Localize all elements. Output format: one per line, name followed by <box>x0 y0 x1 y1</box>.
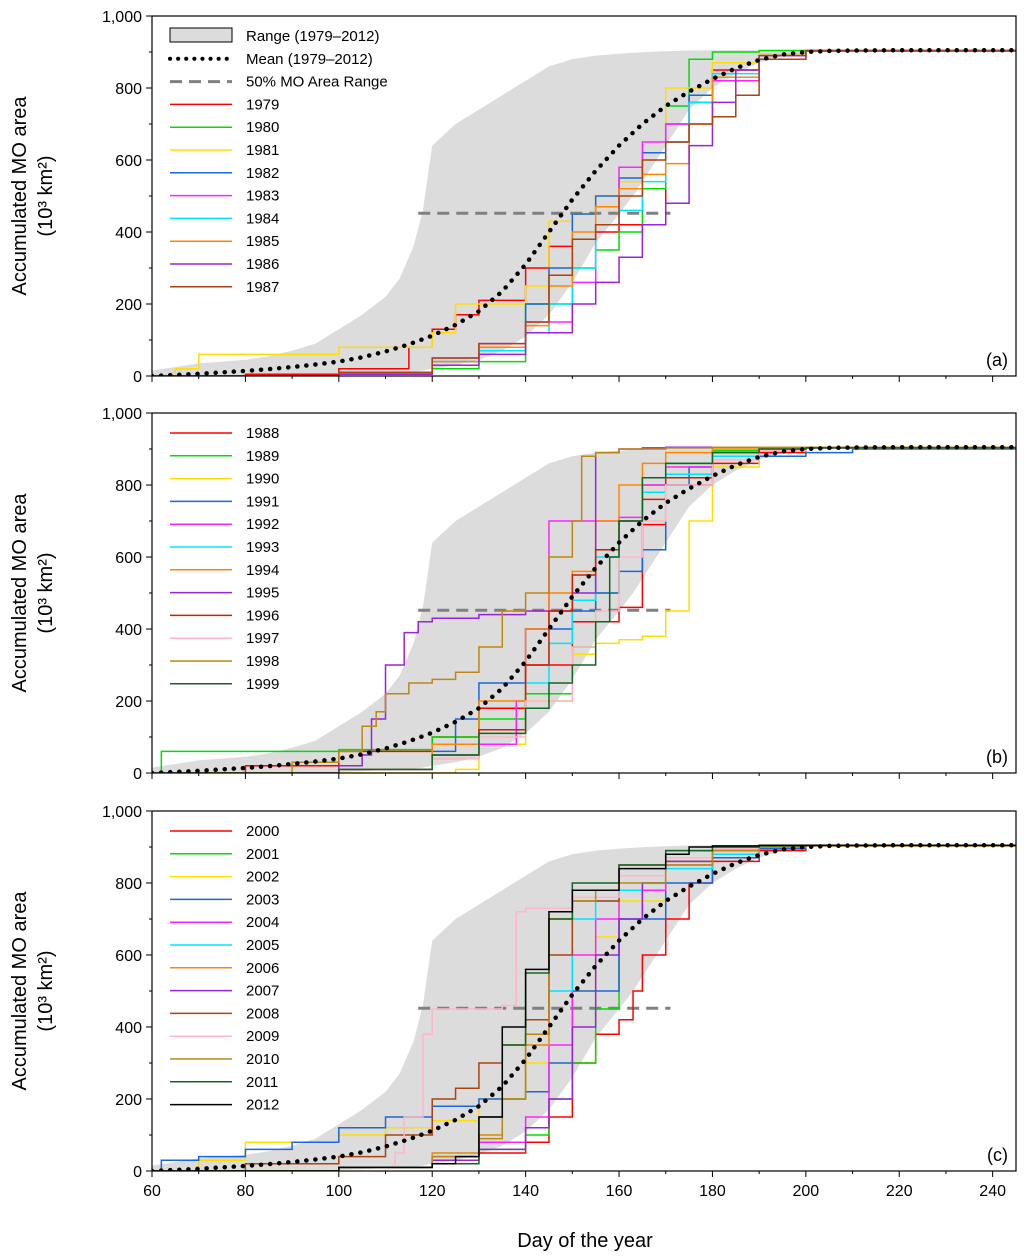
panel-b-series-1999 <box>152 447 1016 773</box>
panel-c-legend-label-2008: 2008 <box>246 1005 279 1022</box>
panel-c-y-tick-label: 1,000 <box>102 804 142 821</box>
panel-a-y-tick-label: 0 <box>133 369 142 386</box>
panel-b-series-1998 <box>152 446 1016 773</box>
panel-c-series-2012 <box>152 844 1016 1171</box>
panel-b-legend: 1988 1989 1990 1991 1992 1993 1994 1995 1996 1997… <box>170 425 279 693</box>
panel-a-legend-label-1984: 1984 <box>246 210 279 227</box>
panel-a-legend-label-1979: 1979 <box>246 96 279 113</box>
panel-a-legend-label-1986: 1986 <box>246 256 279 273</box>
panel-b-legend-label-1989: 1989 <box>246 448 279 465</box>
panel-c-legend-label-2007: 2007 <box>246 983 279 1000</box>
panel-b-plot-area <box>152 444 1016 773</box>
x-tick-label: 100 <box>325 1183 352 1200</box>
panel-c-y-axis-title: Accumulated MO area <box>9 891 31 1091</box>
panel-b-y-tick-label: 400 <box>115 622 142 639</box>
panel-c-legend-label-2010: 2010 <box>246 1051 279 1068</box>
panel-a-plot-area <box>152 47 1016 376</box>
panel-a-legend-range-label: Range (1979–2012) <box>246 28 379 45</box>
panel-c-legend-label-2001: 2001 <box>246 846 279 863</box>
panel-b-y-axis-title: Accumulated MO area <box>9 493 31 693</box>
panel-b-legend-label-1992: 1992 <box>246 516 279 533</box>
panel-0: 0 200 400 600 800 1,000 Accumulated MO area (10… <box>9 9 1017 386</box>
panel-a-legend-label-1982: 1982 <box>246 165 279 182</box>
panel-a-series-1980 <box>152 49 1016 376</box>
panel-c-legend-label-2009: 2009 <box>246 1028 279 1045</box>
x-tick-label: 180 <box>699 1183 726 1200</box>
panel-b-legend-label-1988: 1988 <box>246 425 279 442</box>
panel-c-legend-label-2004: 2004 <box>246 914 279 931</box>
panel-b-y-tick-label: 1,000 <box>102 406 142 423</box>
panel-c-y-tick-label: 200 <box>115 1092 142 1109</box>
panel-b-legend-label-1991: 1991 <box>246 493 279 510</box>
panel-b-legend-label-1996: 1996 <box>246 607 279 624</box>
panel-b-y-tick-label: 800 <box>115 478 142 495</box>
x-tick-label: 140 <box>512 1183 539 1200</box>
panel-c-y-axis-unit: (10³ km²) <box>35 950 57 1031</box>
x-tick-label: 160 <box>606 1183 633 1200</box>
x-tick-label: 200 <box>792 1183 819 1200</box>
panel-b-range-band <box>152 447 1016 773</box>
panel-a-series-1987 <box>152 50 1016 376</box>
x-tick-label: 120 <box>419 1183 446 1200</box>
panel-b-legend-label-1995: 1995 <box>246 585 279 602</box>
panel-a-y-tick-label: 800 <box>115 81 142 98</box>
panel-b-y-tick-label: 600 <box>115 550 142 567</box>
panel-a-y-axis-unit: (10³ km²) <box>35 155 57 236</box>
panel-b-legend-label-1999: 1999 <box>246 676 279 693</box>
panel-a-range-band <box>152 50 1016 376</box>
panel-c-legend-label-2012: 2012 <box>246 1097 279 1114</box>
panel-b-legend-label-1990: 1990 <box>246 471 279 488</box>
panel-b-legend-label-1997: 1997 <box>246 630 279 647</box>
x-axis-title: Day of the year <box>517 1230 653 1252</box>
panel-a-y-tick-label: 1,000 <box>102 9 142 26</box>
panel-c-y-tick-label: 800 <box>115 876 142 893</box>
panel-b-legend-label-1998: 1998 <box>246 653 279 670</box>
panel-b-series-1997 <box>152 447 1016 773</box>
panel-a-legend-range-swatch <box>169 27 233 43</box>
panel-b-panel-label: (b) <box>986 747 1008 767</box>
x-tick-label: 80 <box>237 1183 255 1200</box>
panel-c-legend-label-2000: 2000 <box>246 823 279 840</box>
panel-a-legend-label-1980: 1980 <box>246 119 279 136</box>
panel-a-legend-mean-label: Mean (1979–2012) <box>246 51 373 68</box>
panel-b-y-tick-label: 0 <box>133 766 142 783</box>
panel-c-legend-label-2005: 2005 <box>246 937 279 954</box>
panel-a-legend-half-label: 50% MO Area Range <box>246 74 388 91</box>
panel-c-legend-label-2011: 2011 <box>246 1074 278 1091</box>
panel-c-legend: 2000 2001 2002 2003 2004 2005 2006 2007 2008 2009… <box>170 823 279 1114</box>
panel-a-y-tick-label: 600 <box>115 153 142 170</box>
panel-c-y-tick-label: 400 <box>115 1020 142 1037</box>
panel-a-legend-label-1983: 1983 <box>246 188 279 205</box>
x-tick-label: 60 <box>143 1183 161 1200</box>
x-tick-label: 220 <box>886 1183 913 1200</box>
panel-a-y-tick-label: 200 <box>115 297 142 314</box>
x-tick-label: 240 <box>979 1183 1006 1200</box>
panel-a-legend-label-1981: 1981 <box>246 142 279 159</box>
panel-a-legend-label-1985: 1985 <box>246 233 279 250</box>
panel-c-legend-label-2006: 2006 <box>246 960 279 977</box>
panel-a-legend: Range (1979–2012) Mean (1979–2012) 50% MO … <box>168 27 388 296</box>
panel-a-y-axis-title: Accumulated MO area <box>9 96 31 296</box>
panel-c-y-tick-label: 600 <box>115 948 142 965</box>
panel-a-y-tick-label: 400 <box>115 225 142 242</box>
panel-b-series-1995 <box>152 446 1016 773</box>
panel-2: 0 200 400 600 800 1,000 60 80 100 120 140 160 180 200… <box>9 804 1017 1200</box>
panel-c-panel-label: (c) <box>987 1145 1008 1165</box>
panel-c-range-band <box>152 845 1016 1171</box>
panel-c-y-tick-label: 0 <box>133 1164 142 1181</box>
panel-b-legend-label-1993: 1993 <box>246 539 279 556</box>
panel-b-legend-label-1994: 1994 <box>246 562 279 579</box>
panel-b-y-axis-unit: (10³ km²) <box>35 552 57 633</box>
panel-a-panel-label: (a) <box>986 350 1008 370</box>
panel-c-plot-area <box>152 842 1016 1171</box>
panel-a-legend-label-1987: 1987 <box>246 279 279 296</box>
panel-c-legend-label-2003: 2003 <box>246 891 279 908</box>
panel-b-y-tick-label: 200 <box>115 694 142 711</box>
panel-c-legend-label-2002: 2002 <box>246 869 279 886</box>
panel-1: 0 200 400 600 800 1,000 Accumulated MO area (10… <box>9 406 1017 783</box>
